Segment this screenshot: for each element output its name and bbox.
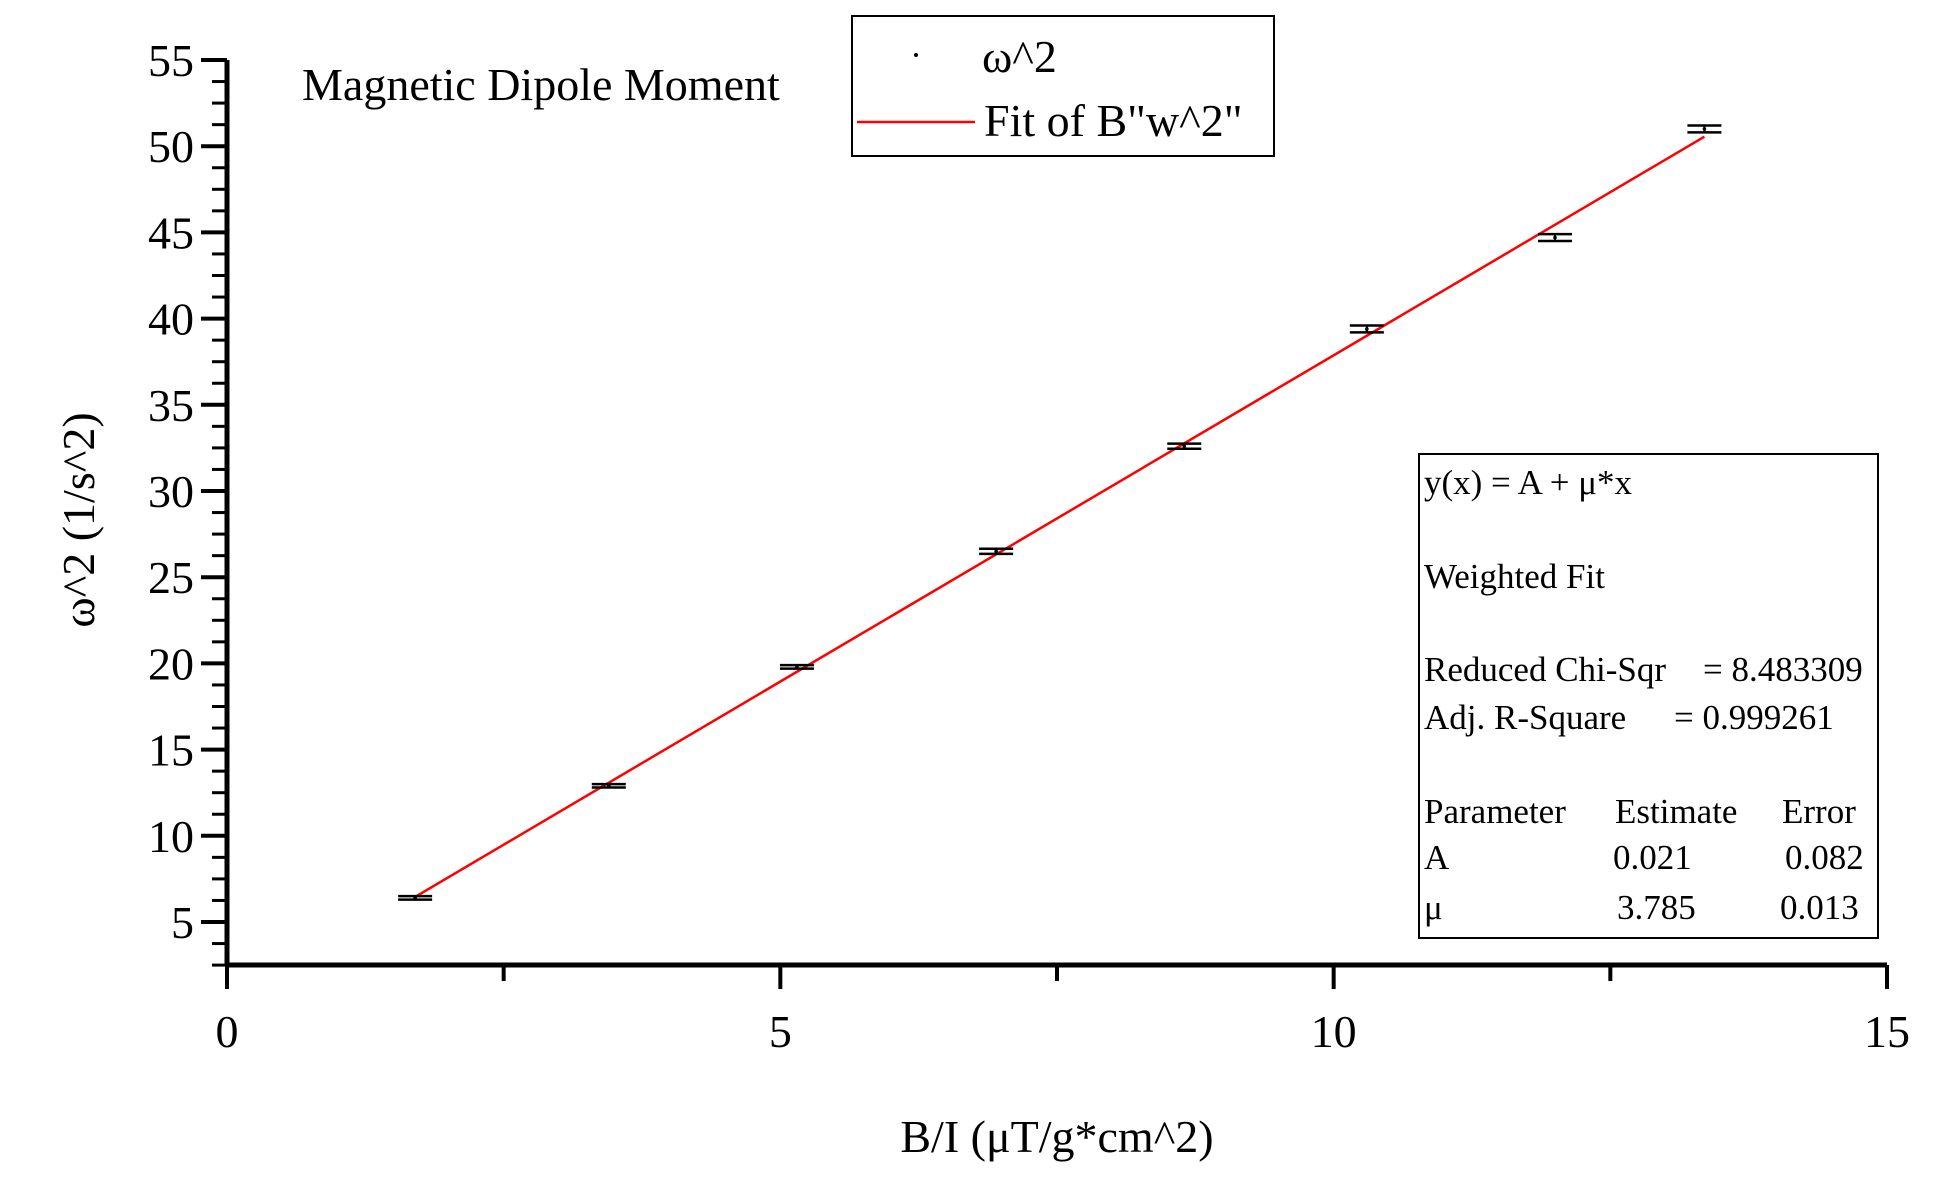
y-tick-label: 30	[148, 466, 194, 517]
point-marker	[413, 896, 417, 900]
fit-table-header-parameter: Parameter	[1424, 792, 1566, 831]
x-tick-label: 0	[216, 1006, 239, 1057]
data-point	[1538, 232, 1572, 243]
point-marker	[795, 665, 799, 669]
axes: 0 5 10 15 5 10 15 20 25 30 35 40 45 50 55	[148, 35, 1910, 1057]
data-point	[398, 894, 433, 901]
fit-equation: y(x) = A + μ*x	[1424, 463, 1632, 502]
legend-box	[851, 15, 1275, 157]
point-marker	[607, 784, 611, 788]
fit-r2-value: = 0.999261	[1674, 698, 1834, 737]
fit-table-row-a-estimate: 0.021	[1613, 838, 1692, 877]
legend-label-fit: Fit of B"w^2"	[984, 95, 1243, 146]
fit-r2-label: Adj. R-Square	[1424, 698, 1626, 737]
y-tick-label: 50	[148, 121, 194, 172]
fit-table-header-error: Error	[1782, 792, 1856, 831]
data-point	[591, 782, 626, 789]
chart-title: Magnetic Dipole Moment	[302, 59, 780, 110]
fit-table-header-estimate: Estimate	[1615, 792, 1737, 831]
y-tick-label: 40	[148, 294, 194, 345]
fit-chi-label: Reduced Chi-Sqr	[1424, 650, 1666, 689]
legend-label-points: ω^2	[982, 31, 1057, 82]
data-point	[1687, 124, 1722, 134]
point-marker	[994, 549, 998, 554]
y-tick-label: 15	[148, 725, 194, 776]
legend: ω^2 Fit of B"w^2"	[851, 15, 1275, 157]
y-tick-label: 25	[148, 552, 194, 603]
y-tick-label: 5	[171, 897, 194, 948]
fit-line	[414, 135, 1706, 898]
fit-table-row-mu-error: 0.013	[1780, 888, 1859, 927]
fit-results-box: y(x) = A + μ*x Weighted Fit Reduced Chi-…	[1418, 453, 1879, 939]
point-marker	[1553, 235, 1557, 240]
x-tick-label: 5	[769, 1006, 792, 1057]
y-tick-label: 55	[148, 35, 194, 86]
fit-method: Weighted Fit	[1424, 557, 1605, 596]
y-axis-label: ω^2 (1/s^2)	[53, 412, 104, 627]
y-tick-label: 35	[148, 380, 194, 431]
x-tick-label: 10	[1311, 1006, 1357, 1057]
data-point	[979, 547, 1014, 556]
fit-table-row-mu-name: μ	[1424, 888, 1443, 927]
y-tick-label: 10	[148, 811, 194, 862]
fit-table-row-mu-estimate: 3.785	[1617, 888, 1696, 927]
x-tick-label: 15	[1864, 1006, 1910, 1057]
fit-table-row-a-error: 0.082	[1785, 838, 1864, 877]
fit-chi-value: = 8.483309	[1703, 650, 1863, 689]
legend-marker-points	[914, 53, 918, 57]
data-point	[1349, 324, 1384, 334]
point-marker	[1365, 327, 1369, 331]
y-tick-label: 45	[148, 207, 194, 258]
plot-area	[398, 124, 1722, 901]
point-marker	[1182, 444, 1187, 448]
data-point	[1167, 442, 1202, 451]
y-tick-label: 20	[148, 638, 194, 689]
fit-box-frame	[1418, 453, 1879, 939]
data-point	[779, 663, 814, 670]
point-marker	[1702, 127, 1707, 131]
x-axis-label: B/I (μT/g*cm^2)	[900, 1111, 1213, 1162]
fit-table-row-a-name: A	[1424, 838, 1450, 877]
